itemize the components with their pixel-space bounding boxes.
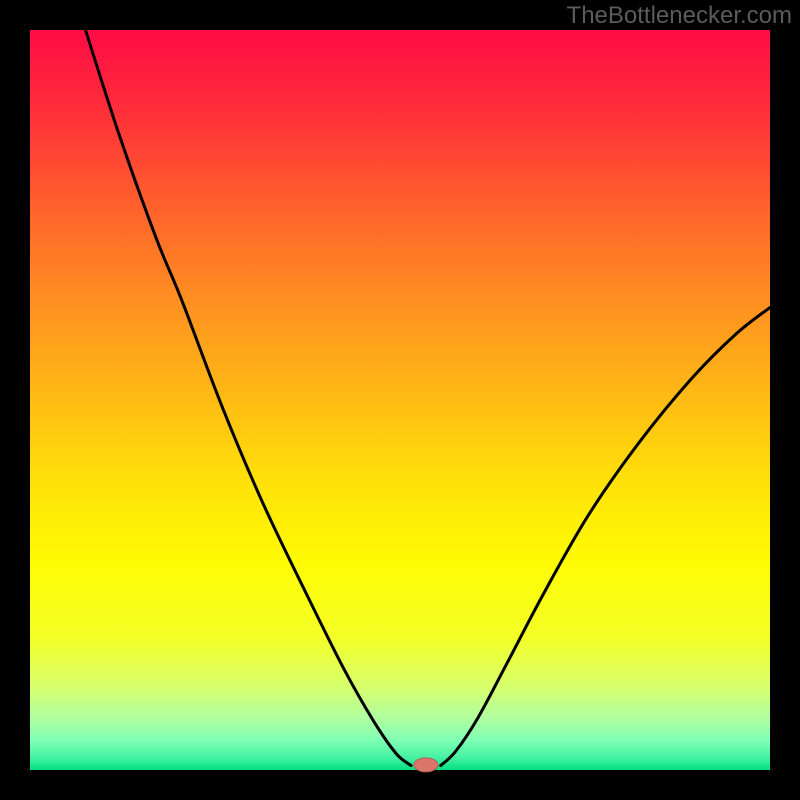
bottleneck-chart: TheBottlenecker.com xyxy=(0,0,800,800)
chart-svg xyxy=(0,0,800,800)
gradient-background xyxy=(30,30,770,770)
optimal-point-marker xyxy=(414,758,438,772)
